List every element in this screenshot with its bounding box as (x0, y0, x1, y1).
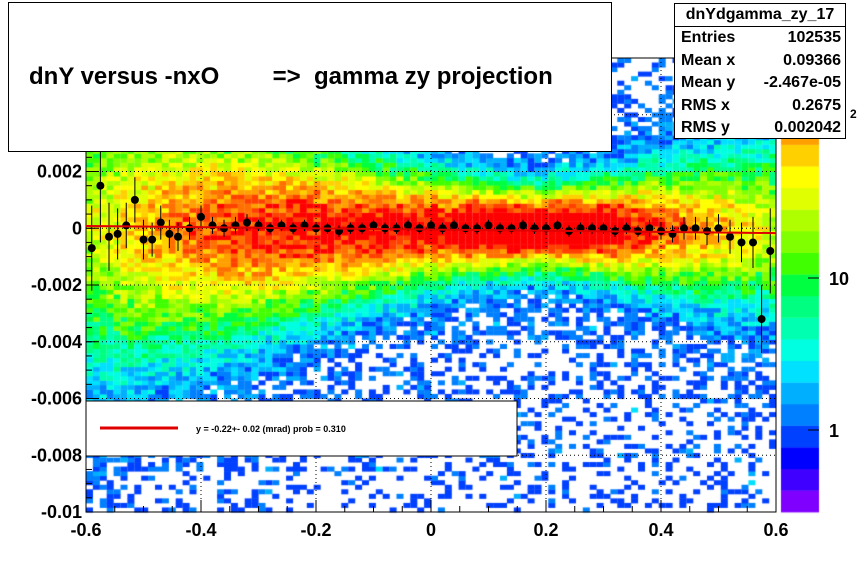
profile-point (174, 232, 182, 241)
profile-point (766, 246, 775, 255)
profile-point (369, 221, 378, 230)
y-tick-label: -0.004 (31, 332, 82, 352)
z-tick-label: 10 (829, 269, 849, 289)
profile-point (691, 224, 700, 233)
profile-point (148, 235, 157, 244)
chart-title: dnY versus -nxO => gamma zy projection (29, 63, 553, 90)
x-tick-label: 0.6 (763, 520, 788, 540)
x-tick-label: 0.4 (648, 520, 673, 540)
legend: y = -0.22+- 0.02 (mrad) prob = 0.310 (85, 400, 518, 457)
profile-point (139, 235, 148, 244)
color-axis: 1 10 2 (808, 107, 857, 441)
profile-point (680, 224, 688, 233)
stats-value: 102535 (787, 29, 841, 46)
profile-point (105, 232, 113, 241)
profile-point (185, 224, 194, 233)
profile-point (714, 224, 723, 233)
profile-point (165, 229, 174, 238)
profile-point (415, 224, 424, 233)
x-tick-label: -0.6 (70, 520, 101, 540)
x-tick-label: -0.4 (185, 520, 216, 540)
x-axis: -0.6 -0.4 -0.2 0 0.2 0.4 0.6 (70, 500, 789, 540)
y-tick-label: -0.006 (31, 389, 82, 409)
profile-point (243, 218, 251, 227)
stats-label: Mean x (681, 51, 736, 69)
profile-point (553, 221, 562, 230)
profile-point (757, 315, 766, 324)
profile-point (130, 195, 139, 204)
profile-point (438, 224, 447, 233)
title-box: dnY versus -nxO => gamma zy projection (8, 2, 612, 152)
profile-point (461, 224, 470, 233)
profile-point (87, 244, 96, 253)
y-tick-label: -0.01 (41, 502, 82, 522)
profile-point (404, 221, 412, 230)
stats-value: -2.467e-05 (763, 74, 841, 91)
stats-row-mean-x: Mean x 0.09366 (675, 50, 845, 73)
profile-point (749, 238, 757, 247)
x-tick-label: -0.2 (300, 520, 331, 540)
stats-label: Mean y (681, 74, 736, 91)
stats-label: RMS y (681, 119, 730, 136)
y-tick-label: 0 (72, 218, 82, 238)
profile-point (96, 181, 105, 190)
stats-row-entries: Entries 102535 (675, 27, 845, 50)
profile-point (622, 224, 631, 233)
profile-point (599, 224, 608, 233)
stats-value: 0.2675 (792, 96, 841, 114)
profile-point (737, 238, 746, 247)
profile-point (519, 221, 527, 230)
stats-row-mean-y: Mean y -2.467e-05 (675, 72, 845, 95)
legend-text: y = -0.22+- 0.02 (mrad) prob = 0.310 (196, 424, 346, 434)
profile-point (645, 224, 654, 233)
y-tick-label: -0.002 (31, 275, 82, 295)
z-tick-label: 1 (829, 421, 839, 441)
profile-point (427, 221, 435, 230)
stats-value: 0.09366 (783, 51, 841, 69)
profile-point (450, 221, 458, 230)
x-tick-label: 0.2 (533, 520, 558, 540)
profile-point (197, 212, 205, 221)
profile-point (484, 221, 493, 230)
profile-point (703, 227, 711, 236)
fit-line (85, 224, 777, 235)
stats-label: RMS x (681, 96, 730, 114)
stats-box: dnYdgamma_zy_17 Entries 102535 Mean x 0.… (674, 3, 846, 139)
y-tick-label: -0.008 (31, 445, 82, 465)
stats-row-rms-y: RMS y 0.002042 (675, 117, 845, 140)
y-tick-label: 0.002 (37, 162, 82, 182)
profile-point (726, 232, 734, 241)
stats-histogram-name: dnYdgamma_zy_17 (675, 4, 845, 27)
stats-row-rms-x: RMS x 0.2675 (675, 95, 845, 118)
stats-value: 0.002042 (774, 119, 841, 136)
profile-point (113, 229, 122, 238)
x-tick-label: 0 (426, 520, 436, 540)
z-exponent-label: 2 (850, 107, 857, 121)
stats-label: Entries (681, 29, 736, 46)
profile-point (473, 224, 481, 233)
profile-point (156, 218, 165, 227)
